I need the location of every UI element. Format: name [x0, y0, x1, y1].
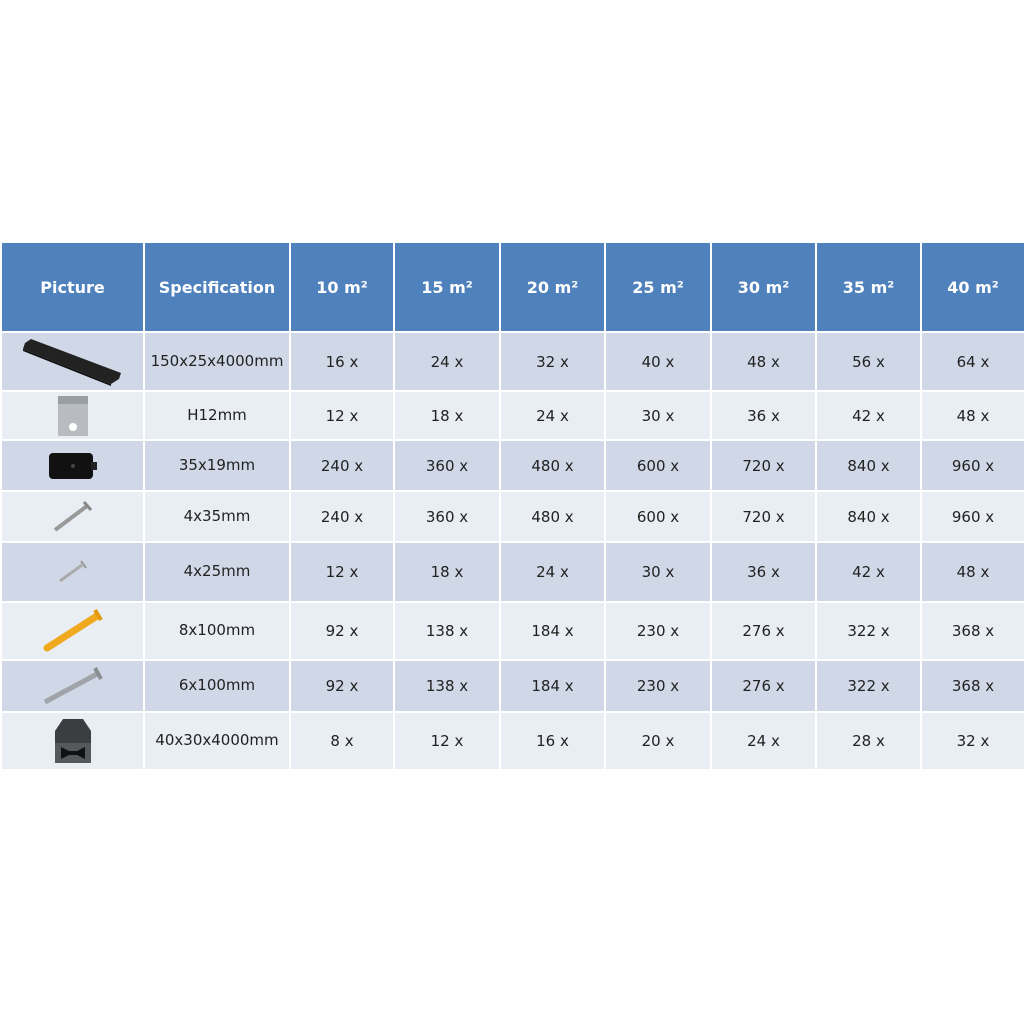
quantity-cell: 230 x [604, 601, 712, 661]
table-row: H12mm 12 x 18 x 24 x 30 x 36 x 42 x 48 x [0, 390, 1024, 441]
quantity-cell: 40 x [604, 331, 712, 392]
quantity-cell: 720 x [710, 490, 817, 543]
picture-cell [0, 601, 145, 661]
quantity-cell: 322 x [815, 601, 922, 661]
quantity-cell: 36 x [710, 390, 817, 441]
quantity-cell: 368 x [920, 659, 1024, 713]
header-25m2: 25 m² [604, 241, 712, 333]
table-row: 40x30x4000mm 8 x 12 x 16 x 20 x 24 x 28 x 32 x [0, 711, 1024, 771]
table-row: 4x25mm 12 x 18 x 24 x 30 x 36 x 42 x 48 x [0, 541, 1024, 603]
quantity-cell: 56 x [815, 331, 922, 392]
quantity-cell: 16 x [289, 331, 395, 392]
long-screw-icon [2, 666, 143, 706]
specification-cell: 40x30x4000mm [143, 711, 291, 771]
specification-cell: 6x100mm [143, 659, 291, 713]
screw-icon [2, 500, 143, 534]
joist-icon [2, 717, 143, 765]
quantity-cell: 322 x [815, 659, 922, 713]
quantity-cell: 32 x [920, 711, 1024, 771]
quantity-cell: 840 x [815, 439, 922, 492]
quantity-cell: 360 x [393, 439, 501, 492]
quantity-cell: 24 x [499, 390, 606, 441]
quantity-cell: 276 x [710, 659, 817, 713]
quantity-cell: 480 x [499, 439, 606, 492]
quantity-cell: 16 x [499, 711, 606, 771]
quantity-cell: 12 x [289, 541, 395, 603]
quantity-cell: 240 x [289, 439, 395, 492]
quantity-cell: 64 x [920, 331, 1024, 392]
picture-cell [0, 711, 145, 771]
quantity-cell: 48 x [920, 390, 1024, 441]
quantity-cell: 840 x [815, 490, 922, 543]
header-picture: Picture [0, 241, 145, 333]
quantity-cell: 18 x [393, 541, 501, 603]
quantity-cell: 360 x [393, 490, 501, 543]
quantity-cell: 18 x [393, 390, 501, 441]
quantity-cell: 600 x [604, 439, 712, 492]
quantity-cell: 230 x [604, 659, 712, 713]
picture-cell [0, 541, 145, 603]
table-row: 4x35mm 240 x 360 x 480 x 600 x 720 x 840 x 960 … [0, 490, 1024, 543]
picture-cell [0, 390, 145, 441]
specification-cell: 150x25x4000mm [143, 331, 291, 392]
picture-cell [0, 439, 145, 492]
quantity-cell: 184 x [499, 659, 606, 713]
quantity-cell: 48 x [710, 331, 817, 392]
specification-cell: 35x19mm [143, 439, 291, 492]
table-row: 6x100mm 92 x 138 x 184 x 230 x 276 x 322 x 368 … [0, 659, 1024, 713]
quantity-cell: 24 x [710, 711, 817, 771]
picture-cell [0, 659, 145, 713]
quantity-cell: 24 x [393, 331, 501, 392]
table-row: 150x25x4000mm 16 x 24 x 32 x 40 x 48 x 56 x 64 … [0, 331, 1024, 392]
small-screw-icon [2, 559, 143, 585]
quantity-cell: 92 x [289, 659, 395, 713]
header-30m2: 30 m² [710, 241, 817, 333]
header-20m2: 20 m² [499, 241, 606, 333]
quantity-cell: 960 x [920, 439, 1024, 492]
quantity-cell: 48 x [920, 541, 1024, 603]
quantity-cell: 960 x [920, 490, 1024, 543]
quantity-cell: 12 x [289, 390, 395, 441]
wall-plug-icon [2, 608, 143, 654]
picture-cell [0, 331, 145, 392]
specification-cell: H12mm [143, 390, 291, 441]
quantity-cell: 138 x [393, 601, 501, 661]
quantity-cell: 42 x [815, 541, 922, 603]
table-row: 8x100mm 92 x 138 x 184 x 230 x 276 x 322 x 368 … [0, 601, 1024, 661]
quantity-cell: 368 x [920, 601, 1024, 661]
quantity-cell: 138 x [393, 659, 501, 713]
specification-cell: 8x100mm [143, 601, 291, 661]
picture-cell [0, 490, 145, 543]
header-15m2: 15 m² [393, 241, 501, 333]
header-35m2: 35 m² [815, 241, 922, 333]
deck-board-icon [2, 337, 143, 387]
quantity-cell: 42 x [815, 390, 922, 441]
quantity-cell: 240 x [289, 490, 395, 543]
header-40m2: 40 m² [920, 241, 1024, 333]
quantity-cell: 184 x [499, 601, 606, 661]
quantity-cell: 92 x [289, 601, 395, 661]
quantity-cell: 28 x [815, 711, 922, 771]
header-row: Picture Specification 10 m² 15 m² 20 m² … [0, 241, 1024, 333]
quantity-cell: 8 x [289, 711, 395, 771]
header-10m2: 10 m² [289, 241, 395, 333]
plastic-clip-icon [2, 451, 143, 481]
quantity-cell: 480 x [499, 490, 606, 543]
specification-cell: 4x25mm [143, 541, 291, 603]
specification-table: Picture Specification 10 m² 15 m² 20 m² … [0, 241, 1024, 771]
quantity-cell: 30 x [604, 390, 712, 441]
quantity-cell: 12 x [393, 711, 501, 771]
quantity-cell: 32 x [499, 331, 606, 392]
specification-cell: 4x35mm [143, 490, 291, 543]
quantity-cell: 24 x [499, 541, 606, 603]
quantity-cell: 30 x [604, 541, 712, 603]
table-row: 35x19mm 240 x 360 x 480 x 600 x 720 x 840 x 960… [0, 439, 1024, 492]
header-specification: Specification [143, 241, 291, 333]
quantity-cell: 720 x [710, 439, 817, 492]
quantity-cell: 276 x [710, 601, 817, 661]
metal-clip-icon [2, 395, 143, 437]
quantity-cell: 600 x [604, 490, 712, 543]
quantity-cell: 36 x [710, 541, 817, 603]
quantity-cell: 20 x [604, 711, 712, 771]
